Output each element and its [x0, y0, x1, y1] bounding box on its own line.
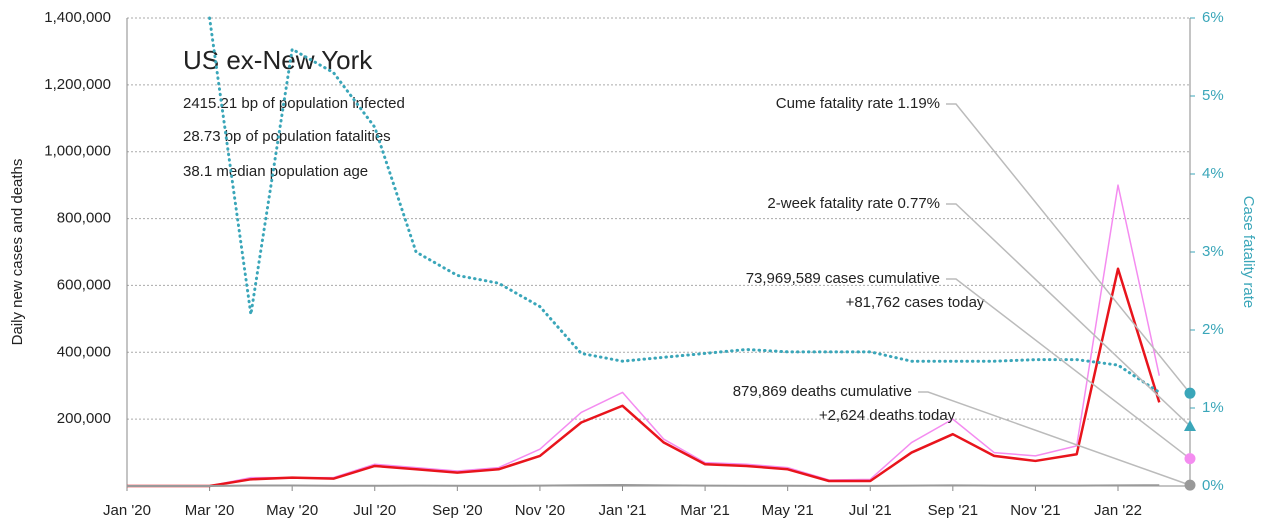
annotation: 73,969,589 cases cumulative [746, 270, 940, 287]
series-line [127, 184, 1161, 487]
end-marker [1184, 479, 1196, 491]
y-tick-label: 600,000 [57, 276, 111, 293]
y2-axis-label: Case fatality rate [1240, 196, 1257, 309]
x-tick-label: Jan '22 [1094, 502, 1142, 519]
callout-line [946, 203, 1191, 427]
x-tick-label: May '21 [762, 502, 814, 519]
stat: 28.73 bp of population fatalities [183, 128, 391, 145]
y2-tick-label: 6% [1202, 9, 1224, 26]
end-marker [1184, 453, 1196, 465]
x-tick-label: Nov '21 [1010, 502, 1060, 519]
callout-line [946, 103, 1191, 394]
y-axis-label: Daily new cases and deaths [9, 159, 26, 346]
end-marker [1184, 419, 1196, 431]
stat: 38.1 median population age [183, 163, 368, 180]
y2-tick-label: 2% [1202, 321, 1224, 338]
series-line [127, 267, 1161, 488]
y2-tick-label: 1% [1202, 399, 1224, 416]
y-tick-label: 1,400,000 [44, 9, 111, 26]
x-tick-label: Jul '21 [849, 502, 892, 519]
series-line [208, 16, 1161, 394]
annotation: Cume fatality rate 1.19% [776, 95, 940, 112]
annotation: 2-week fatality rate 0.77% [767, 195, 940, 212]
x-tick-label: Sep '20 [432, 502, 482, 519]
y-tick-label: 1,000,000 [44, 143, 111, 160]
y-tick-label: 1,200,000 [44, 76, 111, 93]
annotation: +81,762 cases today [846, 294, 985, 311]
y2-tick-label: 0% [1202, 477, 1224, 494]
x-tick-label: Sep '21 [928, 502, 978, 519]
annotation: 879,869 deaths cumulative [733, 383, 912, 400]
x-tick-label: May '20 [266, 502, 318, 519]
y2-tick-label: 3% [1202, 243, 1224, 260]
callout-line [946, 278, 1191, 460]
stat: 2415.21 bp of population infected [183, 95, 405, 112]
x-tick-label: Jul '20 [353, 502, 396, 519]
y-tick-label: 400,000 [57, 343, 111, 360]
end-marker [1184, 387, 1196, 399]
y2-tick-label: 5% [1202, 87, 1224, 104]
x-tick-label: Jan '20 [103, 502, 151, 519]
callout-line [918, 391, 1191, 486]
y-tick-label: 800,000 [57, 210, 111, 227]
x-tick-label: Mar '21 [680, 502, 730, 519]
annotation: +2,624 deaths today [819, 407, 956, 424]
chart-title: US ex-New York [183, 45, 373, 75]
x-tick-label: Mar '20 [185, 502, 235, 519]
x-tick-label: Jan '21 [599, 502, 647, 519]
y2-tick-label: 4% [1202, 165, 1224, 182]
x-tick-label: Nov '20 [515, 502, 565, 519]
y-tick-label: 200,000 [57, 410, 111, 427]
series-line [127, 483, 1160, 487]
